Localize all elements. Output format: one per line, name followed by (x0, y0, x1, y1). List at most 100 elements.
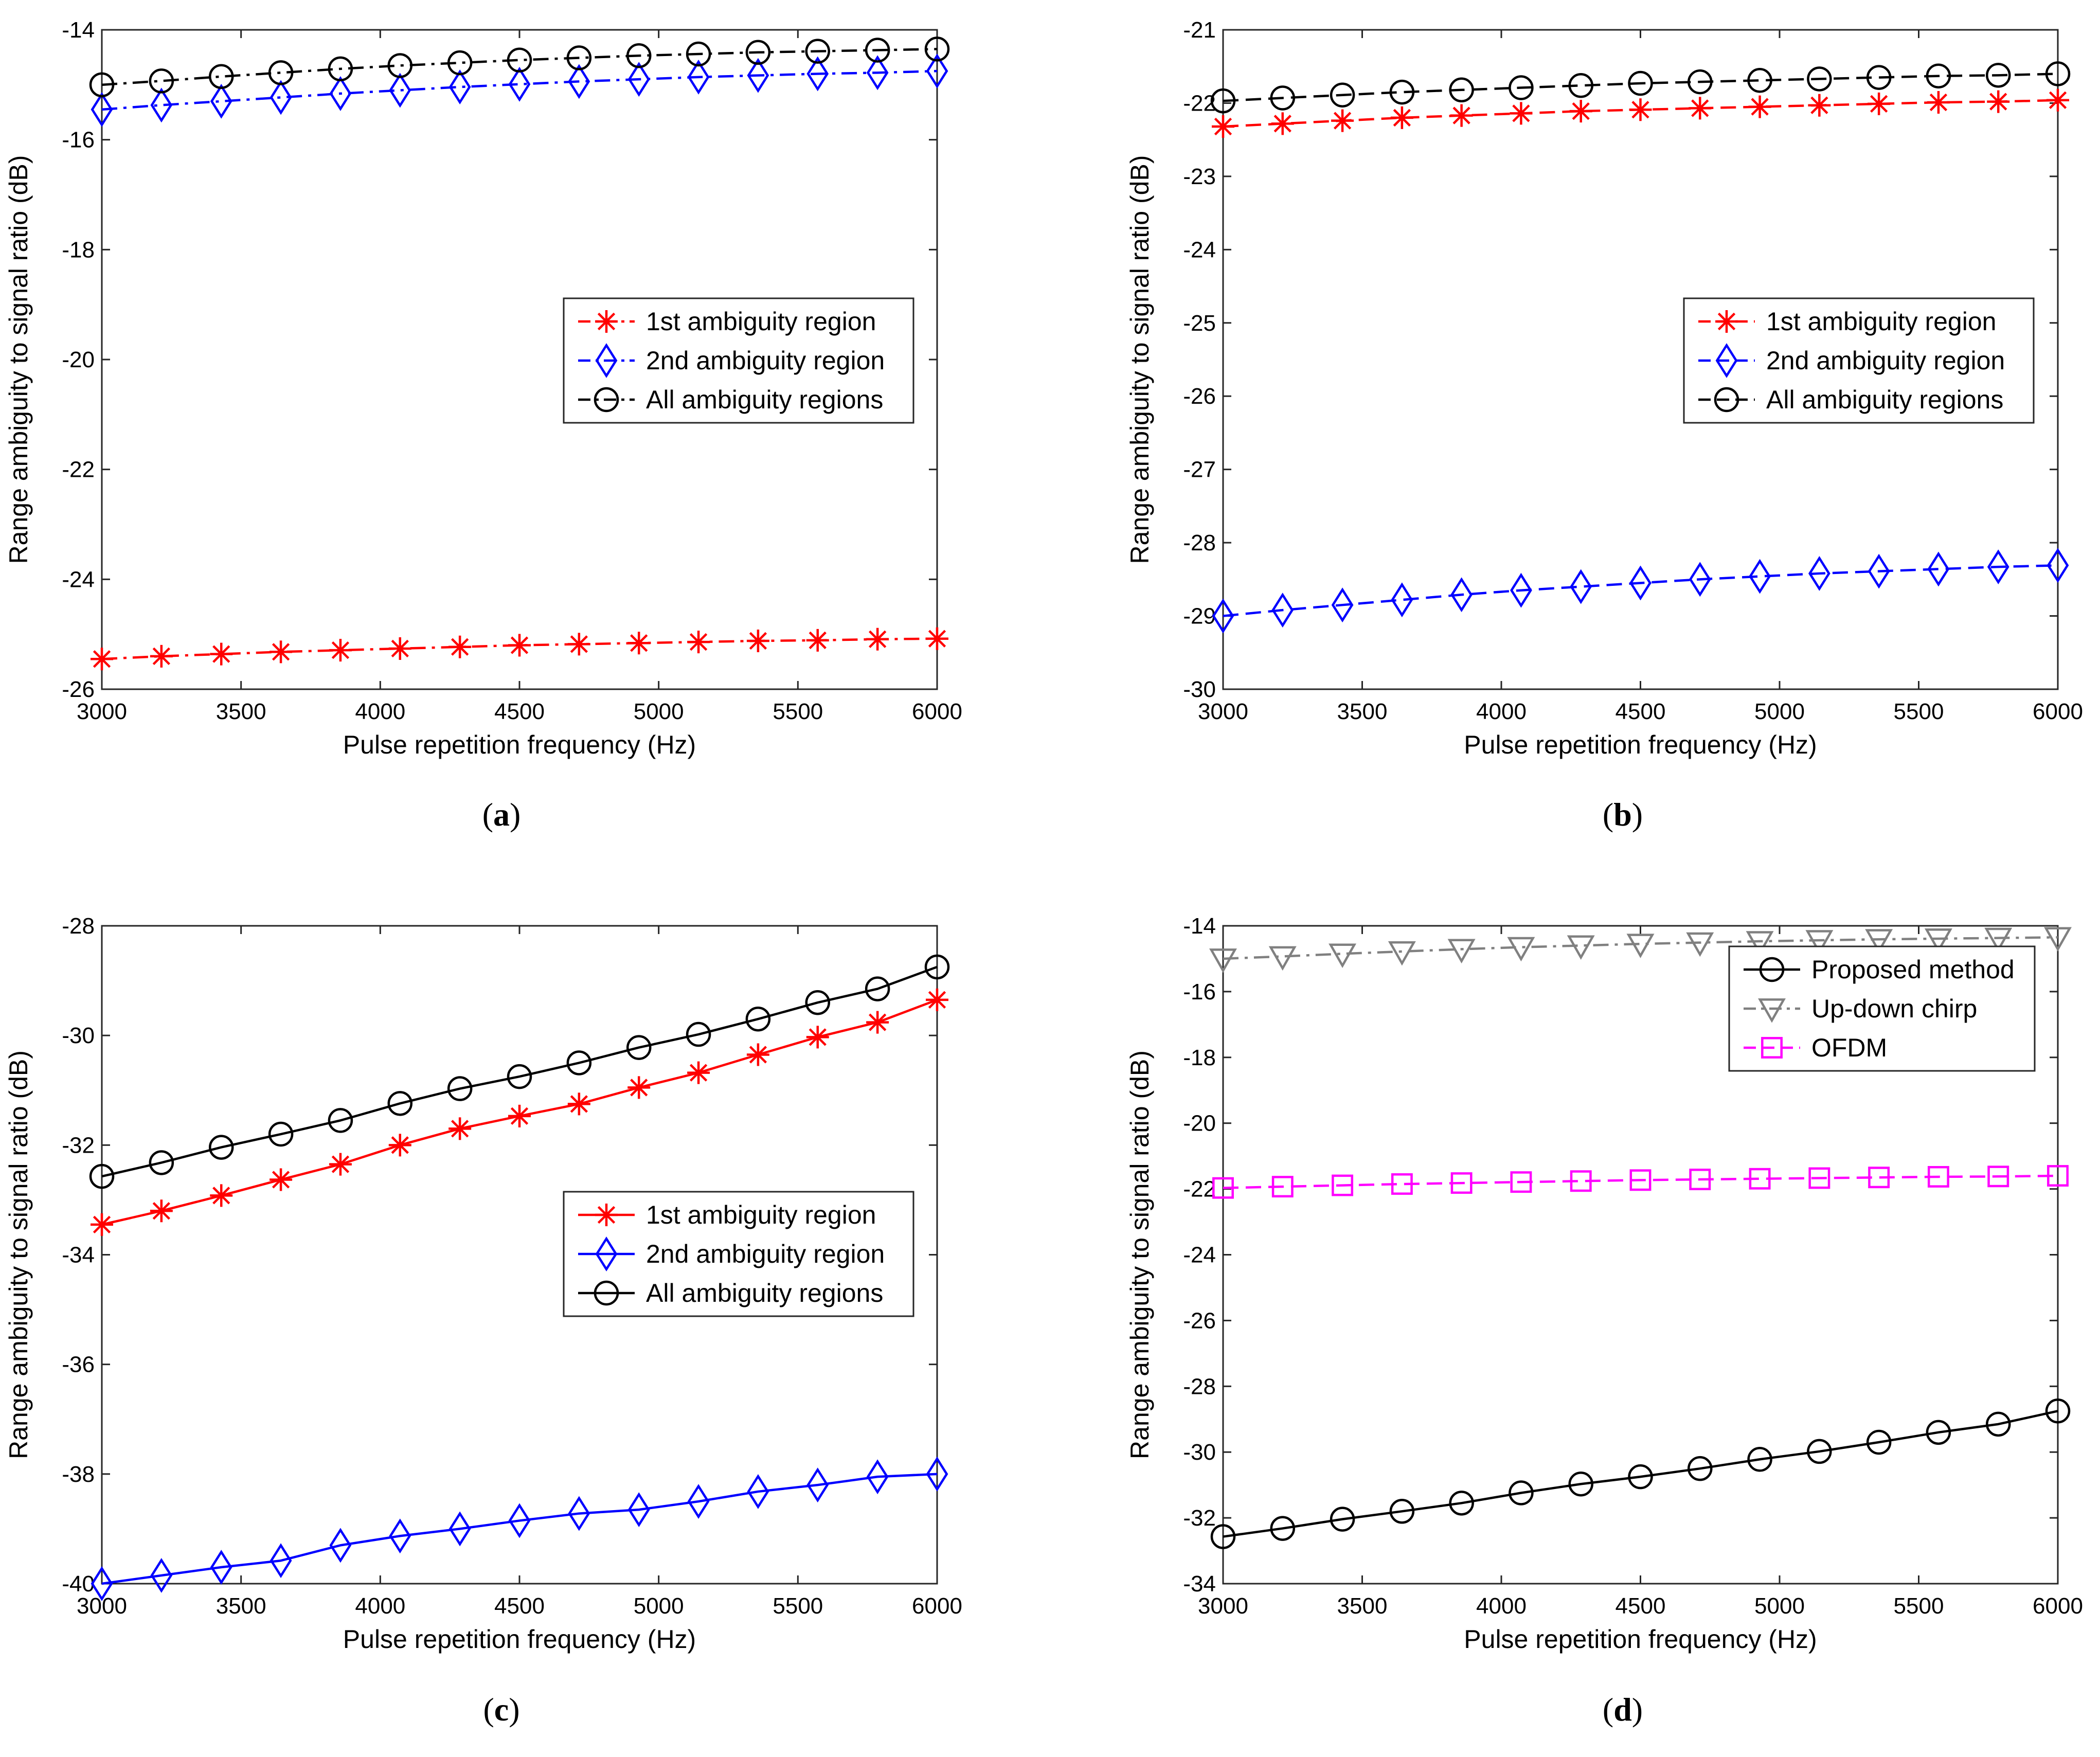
x-tick-label: 3000 (1198, 699, 1248, 724)
data-point (686, 1021, 711, 1047)
x-axis-label: Pulse repetition frequency (Hz) (343, 730, 696, 759)
series-1st-ambiguity-region (1212, 88, 2069, 138)
x-tick-label: 6000 (912, 1593, 962, 1619)
x-tick-label: 3500 (216, 699, 266, 724)
x-tick-label: 5000 (1754, 699, 1805, 724)
legend-marker (595, 1204, 618, 1226)
data-point (329, 76, 352, 111)
data-point (1270, 1516, 1296, 1541)
data-point (149, 1150, 174, 1175)
data-point (210, 83, 232, 119)
series-proposed-method (1210, 1399, 2071, 1549)
series-all-ambiguity-regions (89, 37, 950, 98)
x-axis-label: Pulse repetition frequency (Hz) (1464, 730, 1817, 759)
data-point (627, 1492, 650, 1528)
series-2nd-ambiguity-region (91, 53, 948, 127)
series-all-ambiguity-regions (1210, 61, 2071, 114)
caption-open: ( (482, 796, 493, 833)
legend-marker (595, 310, 618, 333)
data-point (270, 80, 292, 115)
caption-letter: a (493, 796, 510, 833)
data-point (1450, 577, 1473, 613)
data-point (387, 1091, 413, 1116)
legend-marker (1758, 998, 1786, 1023)
legend-label: 1st ambiguity region (646, 307, 876, 336)
legend-marker (1715, 343, 1738, 378)
legend-label: All ambiguity regions (1766, 385, 2003, 414)
series-up-down-chirp (1209, 927, 2072, 973)
series-line (101, 1473, 938, 1585)
data-point (924, 37, 950, 62)
x-tick-label: 5000 (634, 699, 684, 724)
y-tick-label: -14 (1183, 913, 1216, 939)
data-point (1927, 551, 1950, 587)
data-point (1332, 1174, 1354, 1196)
data-point (388, 637, 411, 660)
y-axis-label: Range ambiguity to signal ratio (dB) (4, 1050, 33, 1459)
y-tick-label: -23 (1183, 164, 1216, 189)
data-point (568, 64, 590, 99)
y-tick-label: -28 (1183, 530, 1216, 555)
x-axis-label: Pulse repetition frequency (Hz) (343, 1625, 696, 1654)
data-point (1388, 941, 1416, 966)
data-point (1510, 1171, 1532, 1193)
data-point (1389, 79, 1415, 105)
x-tick-label: 5500 (773, 699, 823, 724)
x-tick-label: 6000 (912, 699, 962, 724)
caption-close: ) (1632, 796, 1643, 833)
data-point (1868, 553, 1890, 589)
series-2nd-ambiguity-region (1212, 548, 2069, 634)
data-point (866, 628, 889, 651)
data-point (508, 1503, 531, 1538)
data-point (1807, 1439, 1832, 1464)
data-point (1210, 1524, 1236, 1549)
data-point (1686, 932, 1714, 957)
y-tick-label: -21 (1183, 17, 1216, 43)
data-point (1688, 1456, 1713, 1481)
data-point (1987, 1166, 2009, 1188)
data-point (1985, 63, 2011, 88)
data-point (1628, 70, 1653, 96)
data-point (389, 73, 411, 108)
data-point (507, 1064, 532, 1089)
data-point (1390, 106, 1413, 129)
data-point (2045, 1399, 2071, 1424)
caption-open: ( (483, 1691, 494, 1728)
data-point (2044, 927, 2072, 952)
caption-letter: d (1613, 1691, 1632, 1728)
data-point (1805, 930, 1834, 955)
panel-caption: (c) (483, 1691, 519, 1728)
data-point (388, 1134, 411, 1157)
data-point (627, 632, 651, 655)
legend-label: Up-down chirp (1811, 994, 1977, 1023)
data-point (1866, 65, 1892, 90)
data-point (1271, 1176, 1294, 1198)
panel-caption: (a) (482, 796, 521, 833)
data-point (926, 53, 948, 89)
data-point (1808, 94, 1831, 117)
data-point (268, 60, 294, 85)
y-tick-label: -40 (62, 1571, 95, 1597)
legend-marker (594, 387, 619, 413)
x-tick-label: 6000 (2033, 1593, 2083, 1619)
data-point (1865, 929, 1893, 954)
data-point (1510, 102, 1533, 125)
y-tick-label: -32 (1183, 1505, 1216, 1531)
data-point (686, 41, 711, 67)
series-line (101, 965, 938, 1178)
data-point (1987, 90, 2010, 113)
data-point (1449, 1491, 1474, 1516)
y-tick-label: -22 (1183, 91, 1216, 116)
data-point (2045, 61, 2071, 86)
data-point (328, 1108, 353, 1133)
data-point (328, 56, 353, 82)
x-tick-label: 4000 (1476, 1593, 1527, 1619)
data-point (507, 47, 532, 73)
data-point (1629, 565, 1652, 601)
data-point (447, 1076, 473, 1101)
data-point (2047, 88, 2069, 112)
caption-letter: b (1613, 796, 1632, 833)
y-tick-label: -20 (62, 347, 95, 372)
chart-panel-b: 3000 3500 4000 4500 5000 5500 6000 -30 -29 -28 -27… (1125, 17, 2083, 833)
